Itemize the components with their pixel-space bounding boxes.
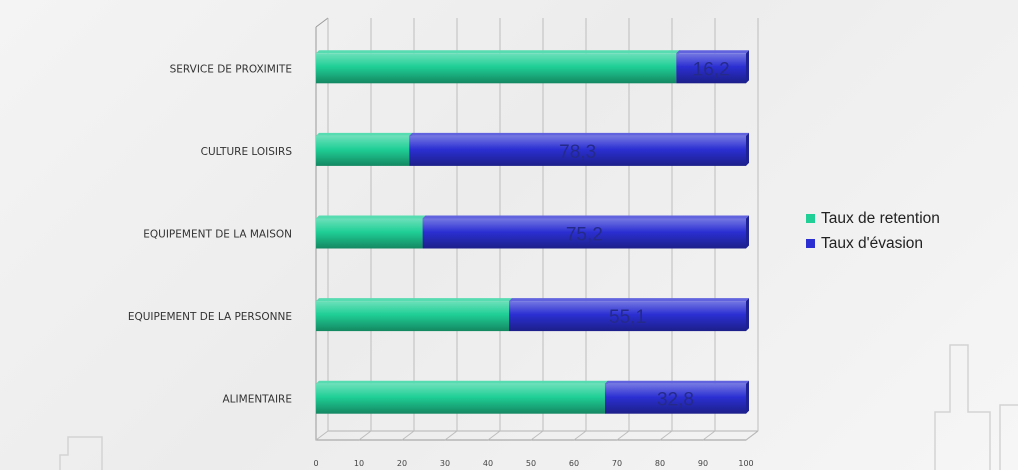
data-label: 78,3 [559,142,596,163]
x-tick-label: 10 [354,459,364,468]
data-label: 75,2 [566,225,603,246]
gridline-floor [444,430,458,441]
x-tick-label: 60 [569,459,579,468]
axis-corner [315,17,329,28]
x-tick-label: 100 [738,459,753,468]
gridline-floor [573,430,587,441]
background-decoration [59,344,1018,470]
legend: Taux de retention Taux d'évasion [806,206,940,256]
bar-segment [509,298,749,332]
gridline-floor [358,430,372,441]
x-tick-label: 30 [440,459,450,468]
x-tick-label: 90 [698,459,708,468]
category-label: EQUIPEMENT DE LA PERSONNE [128,311,292,323]
bar-segment [604,380,749,414]
gridline-floor [616,430,630,441]
labels: 0 10 20 30 40 50 60 70 80 90 100 SERVICE DE PROXIMI… [128,59,754,468]
gridline-floor [315,430,329,441]
bar-segment [676,50,749,84]
data-label: 55,1 [609,307,646,328]
bars [316,50,749,414]
legend-label-evasion: Taux d'évasion [821,234,924,252]
legend-swatch-evasion [806,239,815,248]
gridline-floor [745,430,759,441]
data-label: 32,8 [657,390,694,411]
bar-segment [422,215,749,249]
bar-segment [409,132,749,166]
category-label: ALIMENTAIRE [223,394,293,406]
gridline-floor [702,430,716,441]
category-label: CULTURE LOISIRS [201,146,293,158]
gridline-floor [401,430,415,441]
bar-segment [316,298,513,332]
legend-item-evasion: Taux d'évasion [806,231,940,256]
legend-label-retention: Taux de retention [821,209,940,227]
gridline-floor [659,430,673,441]
bar-segment [316,215,426,249]
legend-swatch-retention [806,214,815,223]
category-label: EQUIPEMENT DE LA MAISON [143,229,292,241]
bar-segment [316,132,413,166]
gridline-floor [530,430,544,441]
data-label: 16,2 [693,59,730,80]
x-tick-label: 40 [483,459,493,468]
bar-segment [316,50,680,84]
x-tick-label: 70 [612,459,622,468]
gridline-floor [487,430,501,441]
x-tick-label: 50 [526,459,536,468]
bar-segment [316,380,608,414]
x-tick-label: 0 [313,459,318,468]
category-label: SERVICE DE PROXIMITE [170,63,292,75]
x-tick-label: 20 [397,459,407,468]
legend-item-retention: Taux de retention [806,206,940,231]
x-tick-label: 80 [655,459,665,468]
